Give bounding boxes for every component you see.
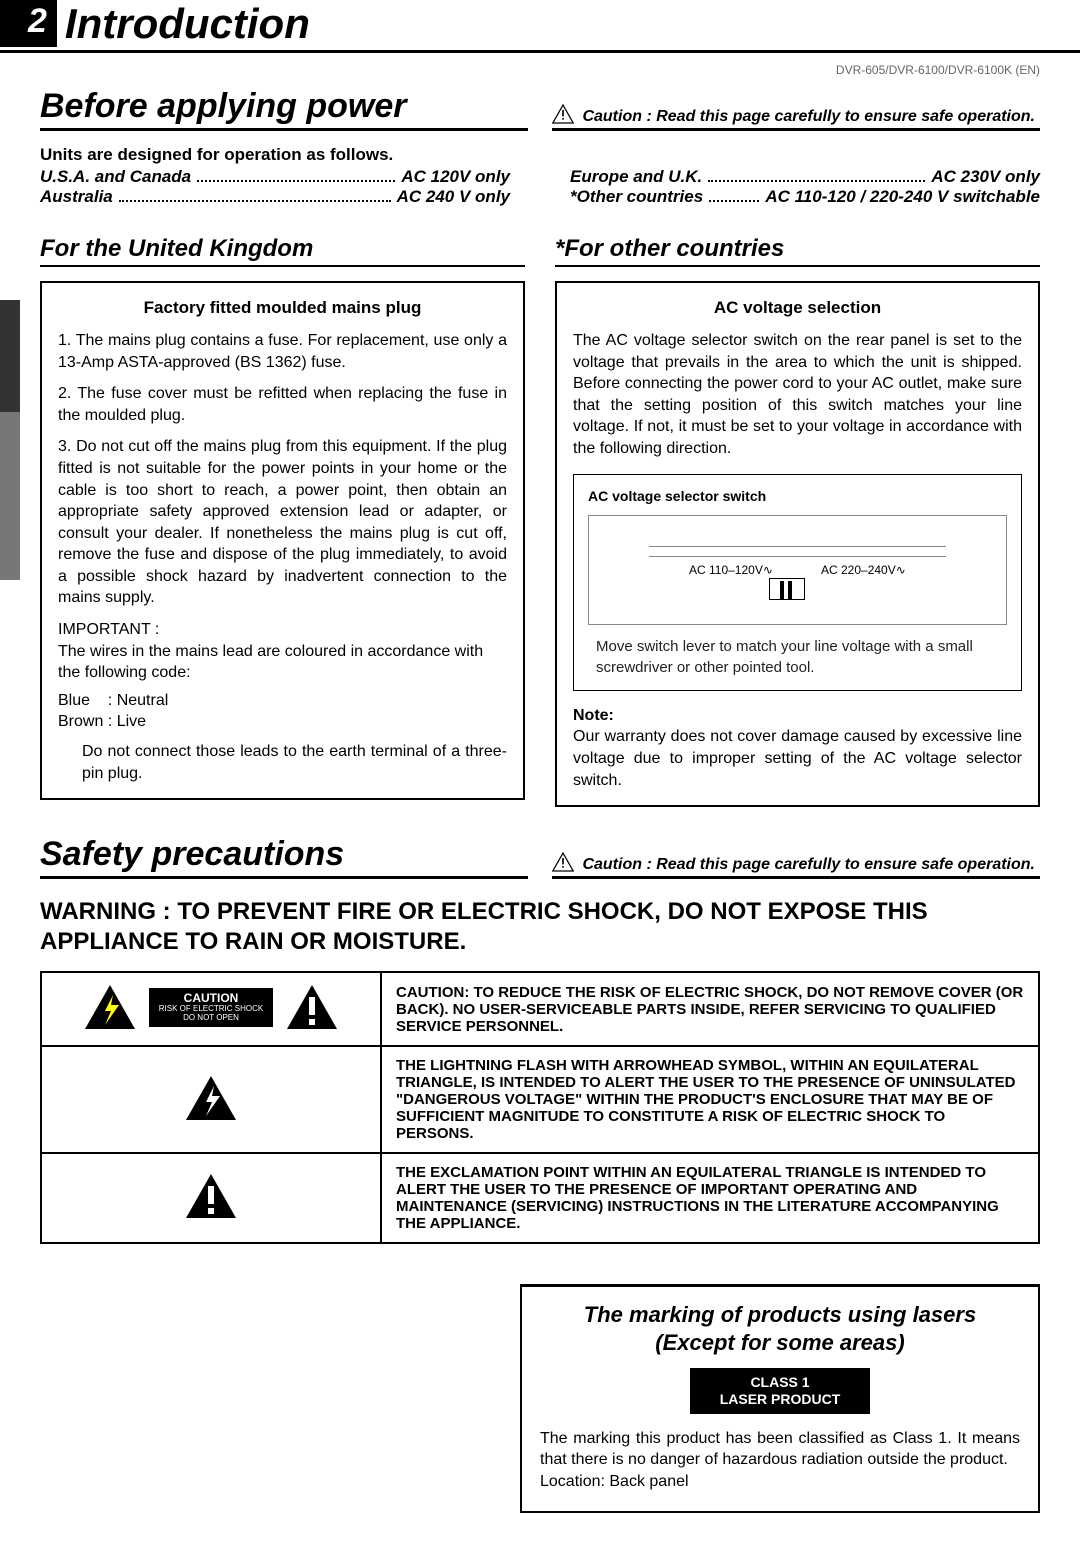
chapter-number: 2 [0,0,57,47]
before-header-row: Before applying power Caution : Read thi… [40,87,1040,131]
bolt-triangle-icon [83,983,137,1031]
other-note-text: Our warranty does not cover damage cause… [573,726,1022,791]
caution-center: CAUTION RISK OF ELECTRIC SHOCK DO NOT OP… [149,988,273,1027]
bolt-triangle-icon [184,1074,238,1122]
uk-item-2: 2. The fuse cover must be refitted when … [58,383,507,426]
chapter-header: 2 Introduction [0,0,1080,53]
warning-row3-text: THE EXCLAMATION POINT WITHIN AN EQUILATE… [381,1153,1039,1243]
laser-badge: CLASS 1 LASER PRODUCT [690,1368,870,1414]
warning-block: WARNING : TO PREVENT FIRE OR ELECTRIC SH… [40,897,1040,957]
units-right-0: Europe and U.K. AC 230V only [570,167,1040,187]
wire-brown: Brown : Live [58,711,507,733]
laser-box: The marking of products using lasers (Ex… [520,1284,1040,1512]
model-line: DVR-605/DVR-6100/DVR-6100K (EN) [0,59,1080,87]
uk-item-3: 3. Do not cut off the mains plug from th… [58,436,507,609]
other-intro: The AC voltage selector switch on the re… [573,330,1022,460]
safety-caution-text: Caution : Read this page carefully to en… [582,856,1035,873]
units-left-1: Australia AC 240 V only [40,187,510,207]
warning-triangle-icon [552,104,574,124]
warning-table: CAUTION RISK OF ELECTRIC SHOCK DO NOT OP… [40,971,1040,1244]
sel-label-right: AC 220–240V∿ [821,562,906,578]
other-title: *For other countries [555,235,1040,267]
uk-item-1: 1. The mains plug contains a fuse. For r… [58,330,507,373]
other-box-title: AC voltage selection [573,297,1022,320]
selector-note: Move switch lever to match your line vol… [588,637,1007,678]
table-row: THE LIGHTNING FLASH WITH ARROWHEAD SYMBO… [41,1046,1039,1153]
selector-title: AC voltage selector switch [588,487,1007,506]
laser-text: The marking this product has been classi… [540,1428,1020,1471]
before-caution: Caution : Read this page carefully to en… [552,104,1040,131]
side-tab [0,300,20,580]
sel-label-left: AC 110–120V∿ [689,562,773,578]
two-col: For the United Kingdom Factory fitted mo… [40,235,1040,807]
other-box: AC voltage selection The AC voltage sele… [555,281,1040,807]
table-row: CAUTION RISK OF ELECTRIC SHOCK DO NOT OP… [41,972,1039,1046]
table-row: THE EXCLAMATION POINT WITHIN AN EQUILATE… [41,1153,1039,1243]
exclamation-triangle-icon [184,1172,238,1220]
exclamation-triangle-icon [285,983,339,1031]
selector-box: AC voltage selector switch AC 110–120V∿ … [573,474,1022,691]
uk-important-text: The wires in the mains lead are coloured… [58,641,507,684]
selector-diagram: AC 110–120V∿ AC 220–240V∿ [588,515,1007,625]
exclamation-icon-cell [41,1153,381,1243]
safety-title: Safety precautions [40,835,528,879]
warning-row1-text: CAUTION: TO REDUCE THE RISK OF ELECTRIC … [381,972,1039,1046]
wire-blue: Blue : Neutral [58,690,507,712]
warning-triangle-icon [552,852,574,872]
uk-col: For the United Kingdom Factory fitted mo… [40,235,525,807]
units-left-0: U.S.A. and Canada AC 120V only [40,167,510,187]
units-head: Units are designed for operation as foll… [40,145,1040,165]
units-right-1: *Other countries AC 110-120 / 220-240 V … [570,187,1040,207]
uk-earth-note: Do not connect those leads to the earth … [58,741,507,784]
before-caution-text: Caution : Read this page carefully to en… [582,108,1035,125]
safety-header-row: Safety precautions Caution : Read this p… [40,835,1040,879]
selector-switch-icon [769,578,805,600]
other-col: *For other countries AC voltage selectio… [555,235,1040,807]
caution-badge-cell: CAUTION RISK OF ELECTRIC SHOCK DO NOT OP… [41,972,381,1046]
bolt-icon-cell [41,1046,381,1153]
warning-row2-text: THE LIGHTNING FLASH WITH ARROWHEAD SYMBO… [381,1046,1039,1153]
chapter-title: Introduction [57,0,310,50]
uk-box-title: Factory fitted moulded mains plug [58,297,507,320]
laser-title: The marking of products using lasers (Ex… [540,1301,1020,1356]
laser-section: The marking of products using lasers (Ex… [40,1284,1040,1512]
uk-title: For the United Kingdom [40,235,525,267]
units-row: U.S.A. and Canada AC 120V only Australia… [40,167,1040,207]
safety-caution: Caution : Read this page carefully to en… [552,852,1040,879]
uk-box: Factory fitted moulded mains plug 1. The… [40,281,525,800]
uk-important-head: IMPORTANT : [58,619,507,641]
before-title: Before applying power [40,87,528,131]
other-note-head: Note: [573,705,1022,727]
laser-location: Location: Back panel [540,1471,1020,1493]
